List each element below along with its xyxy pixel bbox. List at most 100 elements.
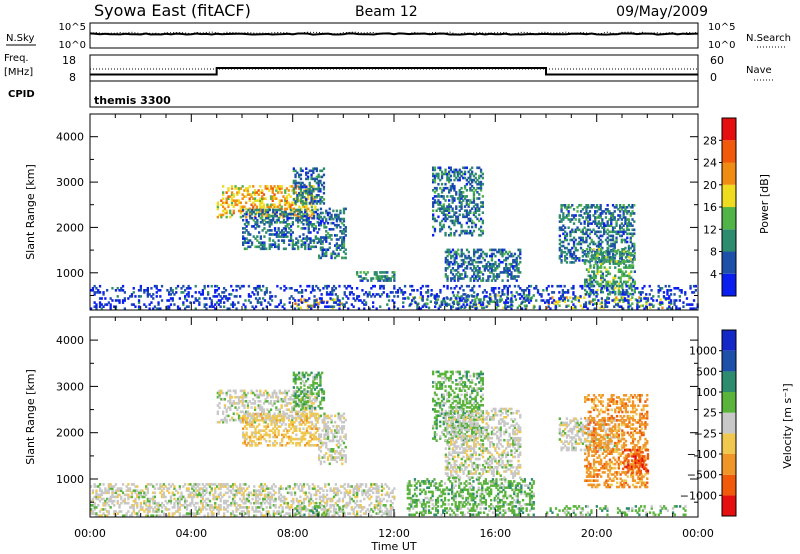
heatmap-cell: [448, 166, 451, 170]
heatmap-cell: [453, 197, 456, 200]
heatmap-cell: [298, 215, 301, 219]
heatmap-cell: [277, 247, 280, 251]
heatmap-cell: [90, 508, 93, 511]
heatmap-cell: [300, 216, 303, 220]
heatmap-cell: [476, 186, 479, 190]
heatmap-cell: [328, 242, 331, 245]
heatmap-cell: [295, 419, 298, 422]
heatmap-cell: [225, 191, 228, 194]
heatmap-cell: [585, 206, 588, 209]
heatmap-cell: [600, 284, 603, 288]
heatmap-cell: [485, 262, 488, 266]
heatmap-cell: [565, 305, 568, 308]
heatmap-cell: [278, 420, 281, 424]
heatmap-cell: [116, 487, 119, 490]
heatmap-cell: [95, 493, 98, 497]
heatmap-cell: [334, 244, 337, 247]
heatmap-cell: [620, 226, 623, 229]
heatmap-cell: [224, 297, 228, 300]
heatmap-cell: [118, 489, 121, 492]
heatmap-cell: [326, 433, 330, 436]
heatmap-cell: [222, 185, 225, 188]
heatmap-cell: [322, 167, 326, 170]
heatmap-cell: [270, 299, 274, 302]
heatmap-cell: [478, 301, 481, 304]
heatmap-cell: [109, 483, 112, 486]
heatmap-cell: [561, 295, 564, 298]
heatmap-cell: [321, 392, 324, 395]
heatmap-cell: [433, 176, 437, 180]
heatmap-cell: [603, 261, 606, 264]
heatmap-cell: [328, 454, 331, 457]
heatmap-cell: [342, 420, 346, 424]
heatmap-cell: [245, 410, 248, 414]
heatmap-cell: [330, 454, 333, 457]
heatmap-cell: [620, 293, 623, 296]
heatmap-cell: [587, 292, 590, 296]
heatmap-cell: [472, 201, 476, 204]
heatmap-cell: [275, 197, 278, 200]
heatmap-cell: [289, 239, 293, 242]
heatmap-cell: [273, 214, 277, 218]
heatmap-cell: [160, 284, 164, 288]
heatmap-cell: [503, 293, 506, 296]
heatmap-cell: [604, 230, 608, 234]
heatmap-cell: [218, 393, 221, 397]
heatmap-cell: [312, 197, 315, 200]
heatmap-cell: [655, 299, 658, 302]
heatmap-cell: [155, 295, 158, 298]
heatmap-cell: [258, 245, 261, 249]
heatmap-cell: [268, 225, 271, 228]
heatmap-cell: [433, 229, 437, 233]
heatmap-cell: [288, 441, 291, 445]
heatmap-cell: [241, 400, 244, 403]
heatmap-cell: [505, 258, 508, 262]
heatmap-cell: [136, 504, 139, 507]
heatmap-cell: [171, 299, 174, 302]
heatmap-cell: [279, 299, 282, 302]
heatmap-cell: [341, 454, 344, 457]
heatmap-cell: [499, 271, 502, 274]
heatmap-cell: [636, 305, 639, 308]
heatmap-cell: [330, 450, 333, 453]
heatmap-cell: [600, 282, 603, 286]
heatmap-cell: [465, 189, 468, 192]
heatmap-cell: [277, 395, 280, 399]
heatmap-cell: [597, 206, 600, 209]
heatmap-cell: [463, 172, 467, 176]
heatmap-cell: [432, 233, 435, 237]
heatmap-cell: [194, 307, 197, 310]
heatmap-cell: [315, 392, 318, 395]
heatmap-cell: [249, 210, 252, 214]
heatmap-cell: [386, 279, 389, 282]
heatmap-cell: [426, 298, 429, 301]
heatmap-cell: [455, 269, 458, 272]
heatmap-cell: [268, 414, 271, 418]
heatmap-cell: [304, 210, 307, 214]
heatmap-cell: [587, 206, 590, 209]
heatmap-cell: [288, 301, 291, 304]
heatmap-cell: [322, 198, 326, 201]
heatmap-cell: [506, 289, 509, 292]
heatmap-cell: [332, 448, 335, 451]
heatmap-cell: [205, 297, 208, 300]
heatmap-cell: [444, 199, 447, 202]
heatmap-cell: [450, 305, 453, 308]
heatmap-cell: [451, 273, 455, 276]
heatmap-cell: [314, 210, 317, 214]
heatmap-cell: [313, 301, 316, 304]
heatmap-cell: [448, 225, 451, 229]
heatmap-cell: [625, 291, 628, 294]
heatmap-cell: [114, 305, 118, 308]
heatmap-cell: [314, 412, 317, 416]
heatmap-cell: [370, 295, 373, 298]
heatmap-cell: [298, 429, 301, 432]
heatmap-cell: [458, 299, 462, 302]
heatmap-cell: [281, 235, 284, 238]
heatmap-cell: [230, 197, 234, 200]
heatmap-cell: [400, 289, 403, 292]
heatmap-cell: [490, 289, 494, 292]
heatmap-cell: [215, 289, 219, 292]
heatmap-cell: [273, 431, 277, 435]
heatmap-cell: [522, 293, 525, 296]
